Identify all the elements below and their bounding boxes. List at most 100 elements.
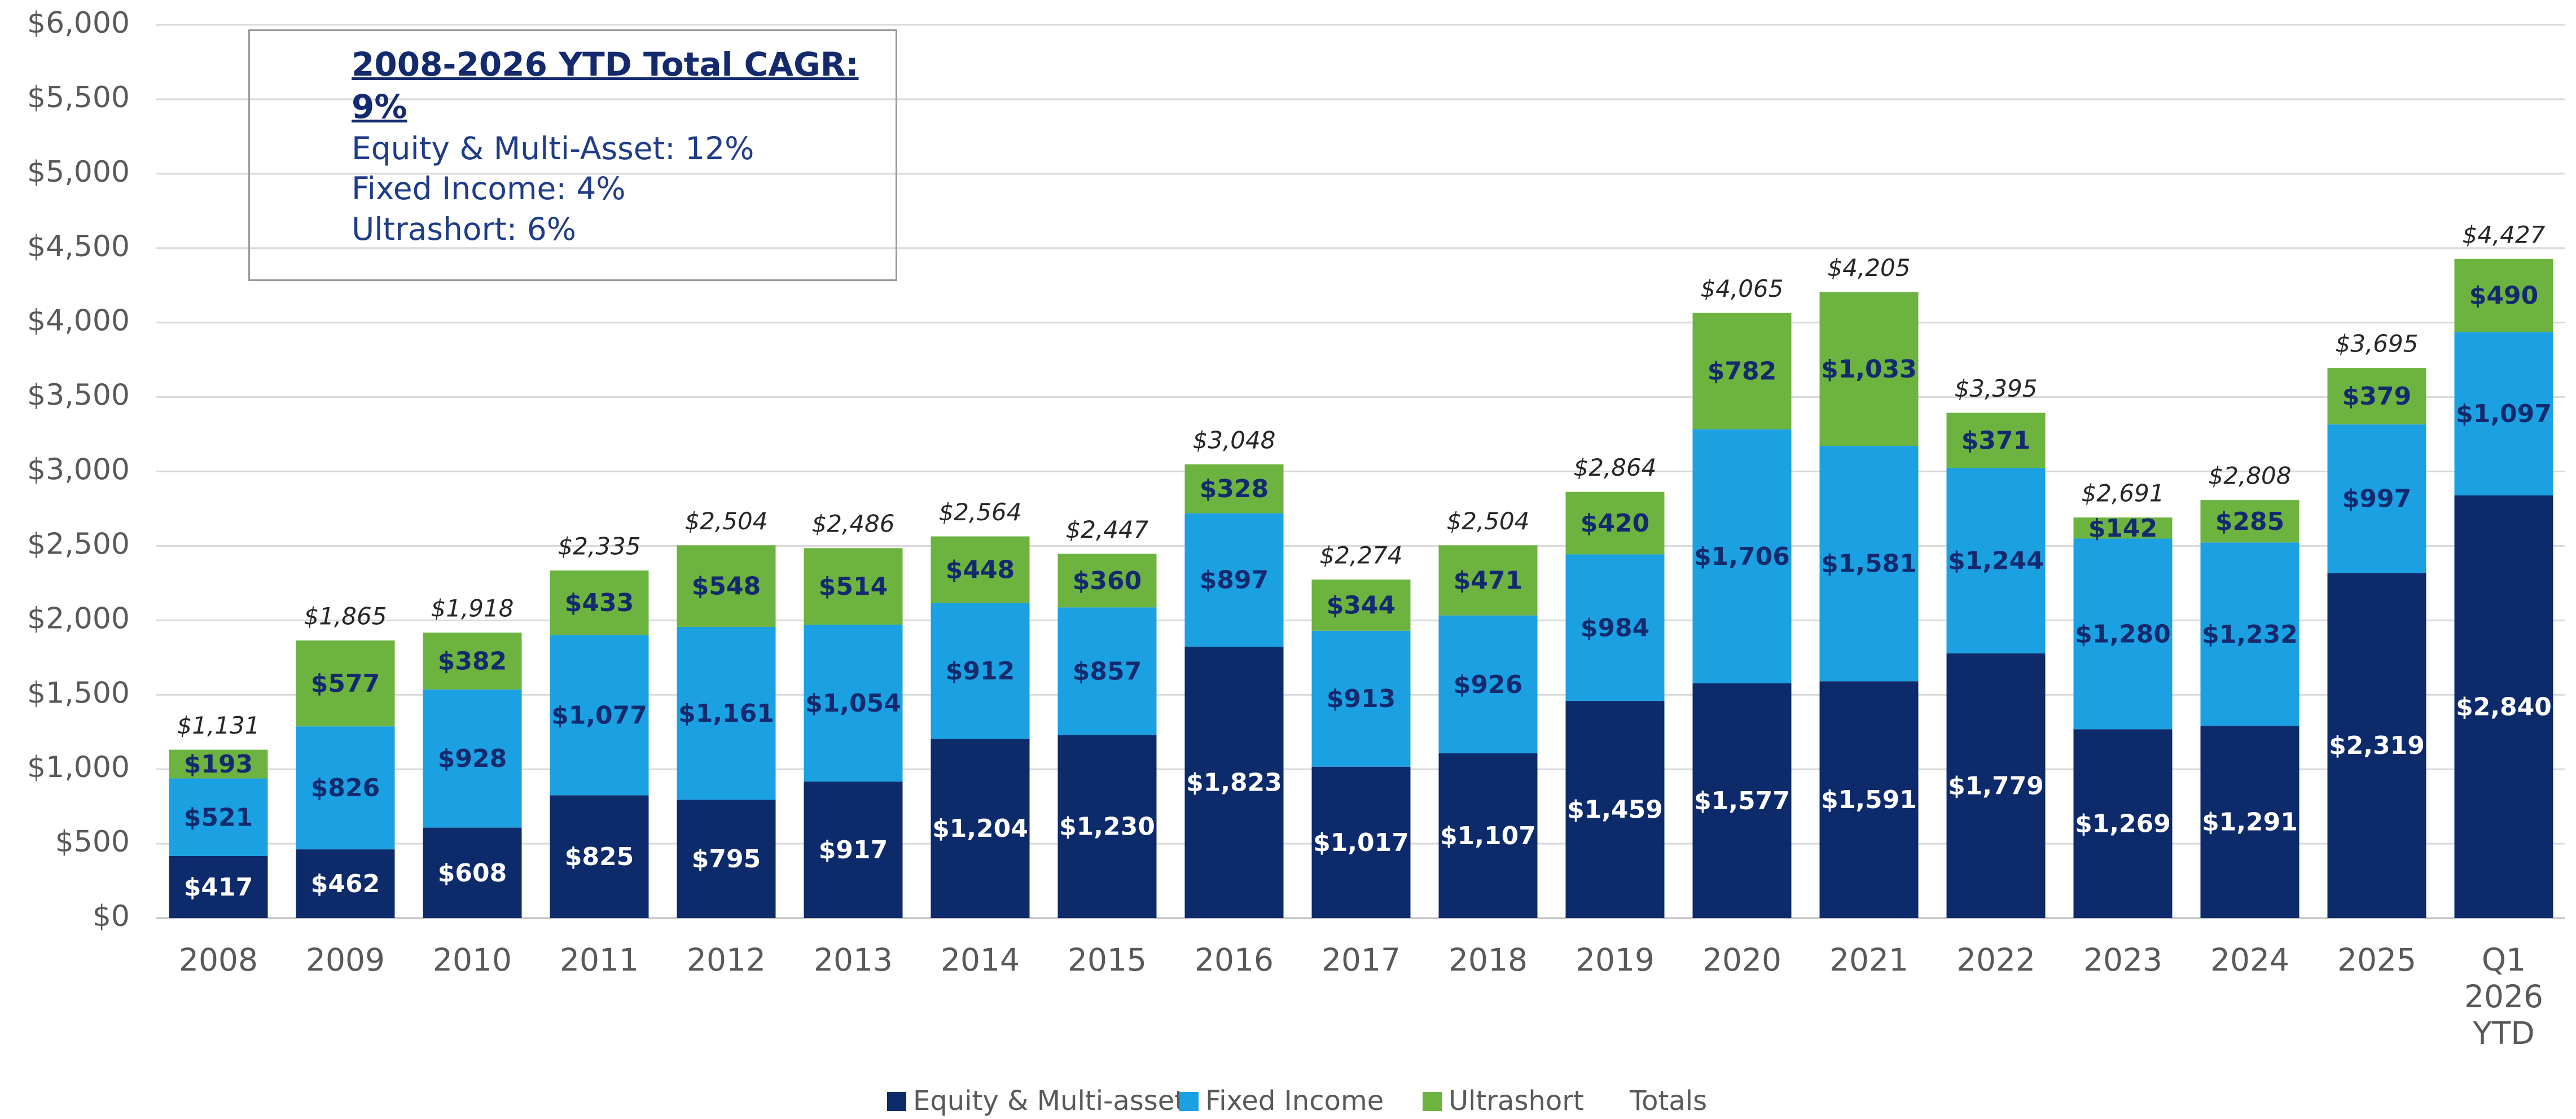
bar-segment xyxy=(1946,413,2046,468)
annotation-line: Ultrashort: 6% xyxy=(352,210,577,247)
bar-segment xyxy=(423,827,522,918)
bar-segment xyxy=(2200,542,2299,726)
x-tick-label: 2011 xyxy=(560,942,639,978)
bar-segment xyxy=(1438,615,1538,753)
bar-segment xyxy=(1184,647,1284,918)
x-tick-label: 2015 xyxy=(1068,942,1147,978)
data-label: $1,033 xyxy=(1821,355,1917,384)
data-label: $142 xyxy=(2088,514,2157,543)
x-tick-label: 2018 xyxy=(1449,942,1528,978)
data-label: $471 xyxy=(1454,566,1522,595)
bar-segment xyxy=(423,689,522,828)
bar-segment xyxy=(804,548,903,625)
data-label: $913 xyxy=(1327,684,1395,713)
bar-segment xyxy=(1946,468,2046,653)
data-label: $1,244 xyxy=(1948,547,2044,576)
x-tick-label: 2020 xyxy=(1702,942,1781,978)
x-tick-label: 2012 xyxy=(687,942,766,978)
total-label: $2,335 xyxy=(558,532,641,560)
data-label: $1,107 xyxy=(1440,822,1536,850)
x-tick-label: 2009 xyxy=(306,942,385,978)
data-label: $1,706 xyxy=(1694,542,1790,571)
bar-segment xyxy=(1438,753,1538,918)
bar-segment xyxy=(1184,464,1284,514)
data-label: $417 xyxy=(184,873,253,902)
total-label: $2,864 xyxy=(1574,454,1657,481)
y-tick-label: $500 xyxy=(55,825,130,859)
x-tick-label: Q1 2026 YTD xyxy=(2464,942,2543,1051)
bar-segment xyxy=(1565,492,1665,555)
data-label: $1,232 xyxy=(2202,620,2298,649)
y-tick-label: $5,000 xyxy=(27,155,130,189)
data-label: $382 xyxy=(438,647,507,675)
bar-segment xyxy=(169,855,268,918)
total-label: $3,048 xyxy=(1193,426,1276,454)
bar-segment xyxy=(2327,368,2426,425)
legend-swatch xyxy=(1423,1092,1442,1111)
bar-segment xyxy=(2454,495,2553,918)
bar-segment xyxy=(1311,766,1411,918)
y-tick-label: $2,000 xyxy=(27,602,130,635)
data-label: $1,054 xyxy=(805,689,901,718)
total-label: $2,486 xyxy=(812,510,895,538)
data-label: $548 xyxy=(692,572,761,601)
annotation-box: 2008-2026 YTD Total CAGR: 9% Equity & Mu… xyxy=(248,29,897,281)
bar-segment xyxy=(1692,313,1792,429)
bar-segment xyxy=(296,640,395,727)
bar-segment xyxy=(677,800,776,918)
data-label: $514 xyxy=(819,572,888,601)
data-label: $1,269 xyxy=(2075,810,2171,839)
x-tick-label: 2024 xyxy=(2210,942,2289,978)
data-label: $917 xyxy=(819,836,888,865)
data-label: $2,319 xyxy=(2329,731,2425,760)
y-tick-label: $1,000 xyxy=(27,751,130,784)
bar-segment xyxy=(423,632,522,690)
bar-segment xyxy=(2073,729,2173,918)
data-label: $462 xyxy=(311,870,380,898)
data-label: $1,459 xyxy=(1567,796,1663,824)
data-label: $825 xyxy=(565,842,634,871)
bar-segment xyxy=(2454,332,2553,495)
bar-segment xyxy=(550,795,649,918)
data-label: $1,161 xyxy=(678,699,774,728)
data-label: $193 xyxy=(184,750,253,779)
bar-segment xyxy=(2327,424,2426,573)
y-tick-label: $2,500 xyxy=(27,527,130,561)
data-label: $360 xyxy=(1073,567,1142,595)
data-label: $984 xyxy=(1581,613,1649,642)
data-label: $448 xyxy=(946,556,1015,585)
bar-segment xyxy=(1819,446,1919,682)
bar-segment xyxy=(677,626,776,800)
data-label: $1,823 xyxy=(1186,769,1282,797)
total-label: $4,065 xyxy=(1701,275,1784,302)
bar-segment xyxy=(2454,259,2553,332)
legend-swatch xyxy=(887,1092,906,1111)
data-label: $1,779 xyxy=(1948,771,2044,800)
bar-segment xyxy=(804,782,903,918)
data-label: $928 xyxy=(438,744,507,773)
y-tick-label: $3,500 xyxy=(27,379,130,413)
total-label: $2,691 xyxy=(2082,480,2165,507)
data-label: $371 xyxy=(1961,426,2030,455)
annotation-title: 2008-2026 YTD Total CAGR: 9% xyxy=(352,45,859,126)
total-label: $1,918 xyxy=(431,594,514,622)
data-label: $1,204 xyxy=(932,814,1028,843)
x-tick-label: 2016 xyxy=(1195,942,1274,978)
y-tick-label: $4,000 xyxy=(27,304,130,338)
data-label: $1,017 xyxy=(1313,828,1409,857)
bar-segment xyxy=(1057,735,1157,918)
bar-segment xyxy=(296,849,395,918)
bar-segment xyxy=(1692,429,1792,683)
data-label: $577 xyxy=(311,669,380,698)
total-label: $1,865 xyxy=(304,602,387,630)
total-label: $4,427 xyxy=(2463,221,2546,249)
data-label: $1,581 xyxy=(1821,550,1917,578)
bar-segment xyxy=(1692,683,1792,918)
data-label: $912 xyxy=(946,657,1015,686)
data-label: $490 xyxy=(2469,282,2538,310)
bar-segment xyxy=(2200,726,2299,918)
data-label: $433 xyxy=(565,589,634,617)
legend-label: Ultrashort xyxy=(1449,1085,1584,1117)
data-label: $826 xyxy=(311,774,380,802)
bar-segment xyxy=(931,739,1030,918)
